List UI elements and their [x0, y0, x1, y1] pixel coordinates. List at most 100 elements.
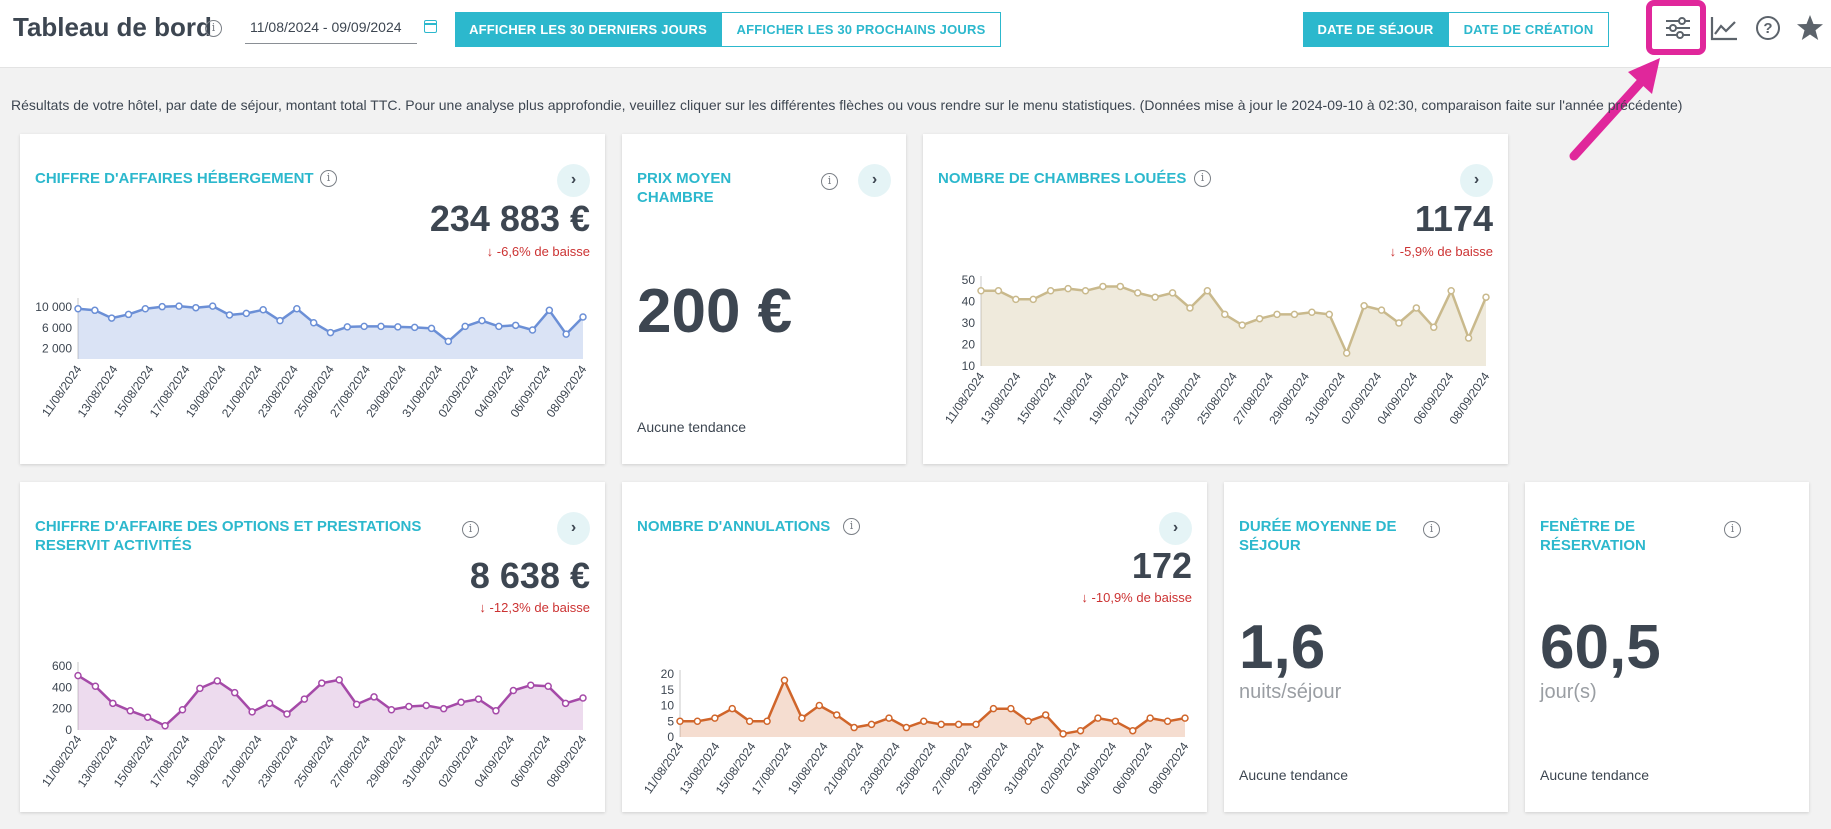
data-point[interactable] — [326, 328, 335, 337]
data-point[interactable] — [972, 720, 980, 729]
data-point[interactable] — [1255, 314, 1264, 323]
details-arrow-button[interactable]: › — [1460, 164, 1493, 197]
data-point[interactable] — [283, 710, 291, 718]
data-point[interactable] — [335, 676, 343, 684]
data-point[interactable] — [492, 707, 500, 715]
data-point[interactable] — [196, 684, 204, 693]
data-point[interactable] — [208, 302, 217, 310]
info-icon[interactable]: i — [1724, 521, 1741, 538]
next-30-days-button[interactable]: AFFICHER LES 30 PROCHAINS JOURS — [721, 12, 1001, 47]
data-point[interactable] — [676, 717, 684, 725]
data-point[interactable] — [293, 304, 301, 313]
data-point[interactable] — [1273, 310, 1281, 319]
info-icon[interactable]: i — [843, 518, 860, 535]
data-point[interactable] — [1111, 717, 1120, 725]
data-point[interactable] — [527, 681, 535, 689]
data-point[interactable] — [763, 717, 771, 725]
data-point[interactable] — [124, 310, 133, 319]
data-point[interactable] — [387, 705, 396, 714]
data-point[interactable] — [352, 700, 361, 709]
data-point[interactable] — [1221, 310, 1229, 319]
data-point[interactable] — [545, 306, 554, 315]
data-point[interactable] — [1412, 304, 1421, 312]
info-icon[interactable]: i — [320, 170, 337, 187]
details-arrow-button[interactable]: › — [858, 164, 891, 197]
data-point[interactable] — [1146, 714, 1154, 722]
last-30-days-button[interactable]: AFFICHER LES 30 DERNIERS JOURS — [455, 12, 721, 47]
data-point[interactable] — [248, 708, 256, 716]
data-point[interactable] — [242, 309, 251, 318]
data-point[interactable] — [1007, 704, 1015, 713]
info-icon[interactable]: i — [205, 20, 222, 37]
data-point[interactable] — [422, 701, 431, 710]
data-point[interactable] — [711, 714, 719, 722]
data-point[interactable] — [126, 707, 134, 715]
data-point[interactable] — [528, 326, 537, 334]
data-point[interactable] — [213, 677, 222, 685]
data-point[interactable] — [1290, 310, 1299, 319]
data-point[interactable] — [109, 699, 117, 708]
info-icon[interactable]: i — [1423, 521, 1440, 538]
data-point[interactable] — [175, 302, 183, 310]
creation-date-button[interactable]: DATE DE CRÉATION — [1448, 12, 1609, 47]
data-point[interactable] — [1360, 302, 1368, 310]
data-point[interactable] — [158, 302, 166, 311]
date-range-input[interactable]: 11/08/2024 - 09/09/2024 — [245, 17, 417, 44]
data-point[interactable] — [1308, 308, 1316, 316]
data-point[interactable] — [405, 702, 413, 711]
data-point[interactable] — [107, 314, 116, 322]
data-point[interactable] — [1163, 717, 1172, 725]
data-point[interactable] — [178, 705, 187, 714]
info-icon[interactable]: i — [821, 173, 838, 190]
data-point[interactable] — [474, 695, 483, 703]
details-arrow-button[interactable]: › — [557, 164, 590, 197]
data-point[interactable] — [1059, 730, 1067, 738]
data-point[interactable] — [989, 704, 998, 713]
data-point[interactable] — [74, 304, 82, 313]
data-point[interactable] — [1447, 287, 1455, 295]
data-point[interactable] — [544, 682, 552, 691]
data-point[interactable] — [1181, 714, 1189, 722]
data-point[interactable] — [1482, 293, 1490, 301]
data-point[interactable] — [1377, 306, 1386, 314]
data-point[interactable] — [478, 316, 486, 325]
data-point[interactable] — [161, 721, 169, 730]
data-point[interactable] — [91, 682, 100, 691]
data-point[interactable] — [1064, 284, 1072, 293]
data-point[interactable] — [265, 699, 274, 708]
data-point[interactable] — [798, 714, 806, 722]
filter-sliders-icon[interactable] — [1663, 13, 1693, 43]
data-point[interactable] — [1151, 293, 1159, 301]
data-point[interactable] — [902, 723, 911, 732]
data-point[interactable] — [994, 287, 1003, 295]
data-point[interactable] — [1076, 726, 1085, 735]
data-point[interactable] — [276, 316, 284, 325]
data-point[interactable] — [562, 330, 570, 338]
data-point[interactable] — [1041, 711, 1050, 719]
data-point[interactable] — [561, 699, 570, 708]
data-point[interactable] — [1129, 726, 1137, 735]
data-point[interactable] — [832, 711, 841, 719]
data-point[interactable] — [745, 717, 754, 725]
data-point[interactable] — [230, 688, 239, 697]
data-point[interactable] — [693, 717, 702, 725]
data-point[interactable] — [444, 337, 453, 346]
data-point[interactable] — [1203, 287, 1212, 295]
data-point[interactable] — [1464, 334, 1473, 342]
data-point[interactable] — [1046, 287, 1055, 295]
help-icon[interactable]: ? — [1753, 13, 1783, 43]
data-point[interactable] — [1325, 310, 1334, 319]
data-point[interactable] — [192, 303, 200, 312]
info-icon[interactable]: i — [462, 521, 479, 538]
calendar-icon[interactable] — [424, 20, 437, 33]
data-point[interactable] — [954, 720, 963, 729]
data-point[interactable] — [509, 686, 518, 695]
data-point[interactable] — [1168, 289, 1177, 297]
data-point[interactable] — [1012, 295, 1020, 304]
data-point[interactable] — [91, 306, 99, 315]
data-point[interactable] — [1081, 287, 1090, 295]
data-point[interactable] — [343, 323, 352, 331]
data-point[interactable] — [495, 322, 503, 331]
data-point[interactable] — [885, 714, 893, 722]
info-icon[interactable]: i — [1194, 170, 1211, 187]
